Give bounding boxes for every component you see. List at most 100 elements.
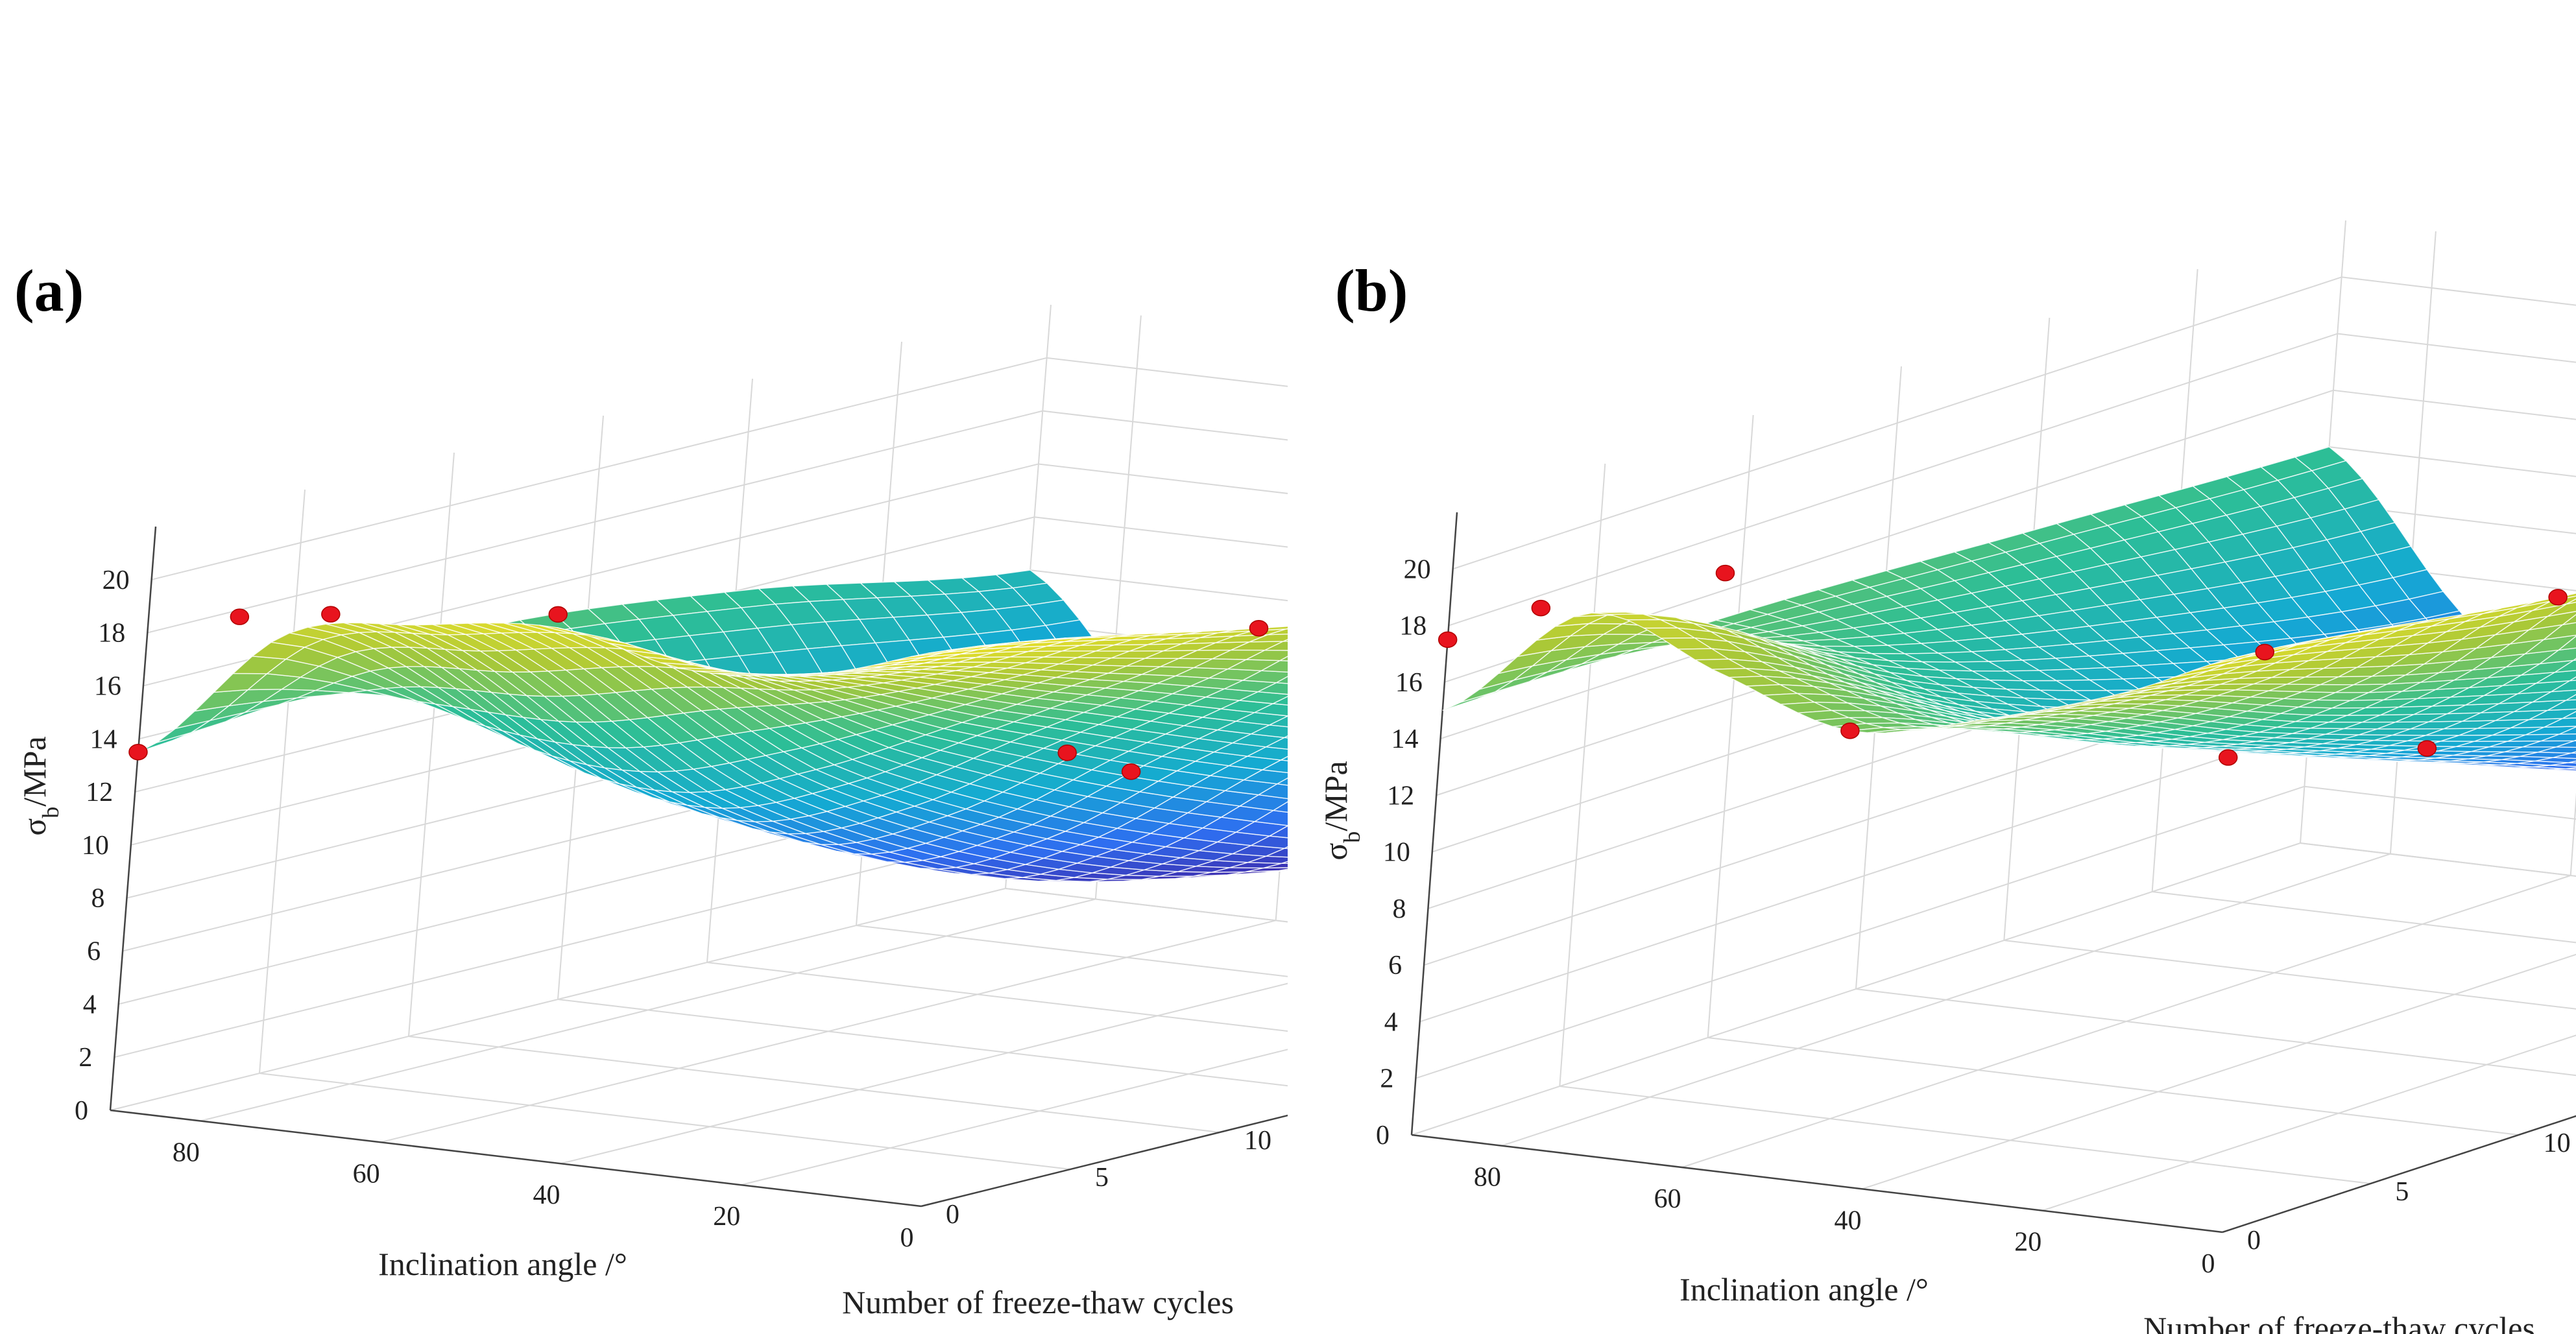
- z-grid-line-back-wall: [1030, 569, 1288, 602]
- z-tick-label: 4: [1384, 1007, 1398, 1037]
- z-grid-line-back-wall: [2333, 389, 2576, 420]
- z-axis-label: σb/MPa: [16, 736, 64, 835]
- y-grid-line-floor: [2152, 891, 2576, 944]
- x-grid-line-back-wall: [2570, 792, 2576, 876]
- x-grid-line-floor: [560, 983, 1288, 1165]
- y-grid-line-left-wall: [1707, 414, 1754, 1038]
- y-axis-label: Number of freeze-thaw cycles: [842, 1284, 1234, 1320]
- data-point: [2548, 589, 2568, 606]
- z-tick-label: 14: [1391, 724, 1419, 754]
- x-tick-label: 20: [2014, 1228, 2041, 1257]
- z-tick-label: 8: [1392, 894, 1406, 924]
- z-grid-line-back-wall: [1046, 357, 1288, 387]
- x-axis-label: Inclination angle /°: [378, 1246, 627, 1282]
- data-point: [1531, 599, 1551, 617]
- surface-plot-b: 02468101214161820806040200051015202530σb…: [1318, 220, 2576, 1334]
- y-grid-line-floor: [259, 1073, 1071, 1170]
- data-point: [2255, 643, 2274, 661]
- y-grid-line-left-wall: [1559, 463, 1606, 1087]
- y-grid-line-floor: [1559, 1086, 2371, 1184]
- z-axis-line: [109, 526, 157, 1111]
- data-point: [1057, 744, 1077, 761]
- x-axis-label: Inclination angle /°: [1679, 1271, 1929, 1307]
- x-tick-label: 20: [713, 1202, 740, 1232]
- z-axis-label: σb/MPa: [1318, 761, 1365, 860]
- x-tick-label: 60: [1654, 1184, 1681, 1214]
- y-grid-line-left-wall: [259, 489, 306, 1074]
- chart-panel-a: (a) 024681012141618208060402000510152025…: [14, 257, 1288, 1320]
- tick-labels: 02468101214161820806040200051015202530: [1376, 554, 2571, 1279]
- z-tick-label: 18: [1399, 612, 1426, 641]
- axes: [1410, 512, 2576, 1233]
- z-tick-label: 6: [87, 937, 101, 967]
- z-grid-line-back-wall: [2320, 559, 2576, 591]
- z-tick-label: 4: [83, 990, 97, 1019]
- z-tick-label: 2: [78, 1043, 92, 1073]
- z-tick-label: 16: [1395, 668, 1423, 698]
- x-tick-label: 0: [2202, 1249, 2215, 1279]
- x-grid-line-floor: [1862, 953, 2576, 1190]
- y-tick-label: 5: [2395, 1177, 2409, 1207]
- y-grid-line-floor: [557, 999, 1288, 1087]
- tick-labels: 02468101214161820806040200051015202530: [75, 566, 1271, 1253]
- y-tick-label: 0: [946, 1200, 959, 1230]
- data-point: [321, 606, 341, 623]
- y-grid-line-floor: [706, 962, 1288, 1032]
- z-grid-line-back-wall: [2337, 333, 2576, 363]
- data-point: [230, 608, 250, 625]
- z-grid-line-back-wall: [1038, 463, 1288, 494]
- y-grid-line-floor: [1855, 988, 2576, 1077]
- y-grid-line-floor: [2004, 940, 2576, 1010]
- z-grid-line-back-wall: [2304, 785, 2576, 820]
- z-tick-label: 14: [90, 724, 117, 754]
- surface-mesh: [1442, 446, 2576, 772]
- y-grid-line-floor: [1005, 888, 1288, 923]
- y-grid-line-left-wall: [408, 452, 455, 1037]
- x-tick-label: 60: [353, 1159, 380, 1189]
- data-point: [1840, 722, 1860, 739]
- data-point: [548, 606, 568, 623]
- y-grid-line-floor: [408, 1036, 1220, 1133]
- z-grid-line-back-wall: [1034, 516, 1288, 548]
- data-point: [2417, 740, 2437, 757]
- z-tick-label: 18: [98, 619, 125, 649]
- y-axis-line: [921, 1114, 1288, 1208]
- z-tick-label: 16: [94, 671, 121, 701]
- measured-points: [128, 606, 1269, 780]
- z-grid-line-back-wall: [2329, 446, 2576, 477]
- y-tick-label: 5: [1095, 1163, 1109, 1193]
- y-tick-label: 10: [1244, 1126, 1271, 1156]
- surface-patch: [2566, 694, 2576, 701]
- x-tick-label: 40: [1834, 1206, 1861, 1235]
- data-point: [2218, 749, 2238, 766]
- y-grid-line-floor: [1707, 1037, 2519, 1136]
- z-grid-line-back-wall: [2325, 503, 2576, 534]
- data-point: [1438, 631, 1458, 649]
- y-grid-line-floor: [2300, 842, 2576, 877]
- z-grid-line-back-wall: [1042, 410, 1288, 441]
- data-point: [1249, 619, 1269, 637]
- y-axis-line: [2222, 1115, 2576, 1233]
- data-point: [1715, 564, 1735, 582]
- x-axis-line: [1411, 1134, 2223, 1233]
- z-tick-label: 0: [1376, 1121, 1390, 1150]
- y-tick-label: 10: [2544, 1128, 2571, 1158]
- y-axis-label: Number of freeze-thaw cycles: [2143, 1310, 2535, 1334]
- z-grid-line-back-wall: [1005, 888, 1288, 923]
- z-tick-label: 2: [1380, 1064, 1393, 1094]
- data-point: [128, 743, 148, 761]
- x-tick-label: 40: [533, 1180, 560, 1210]
- z-tick-label: 12: [1387, 781, 1414, 811]
- z-tick-label: 6: [1388, 951, 1402, 981]
- x-tick-label: 80: [173, 1137, 200, 1167]
- x-tick-label: 80: [1474, 1163, 1501, 1193]
- surface-mesh: [138, 569, 1288, 883]
- surface-plot-a: 02468101214161820806040200051015202530σb…: [16, 304, 1288, 1320]
- measured-points: [1438, 564, 2568, 766]
- panel-label-b: (b): [1335, 257, 1408, 324]
- x-grid-line-floor: [740, 1049, 1288, 1186]
- panel-label-a: (a): [14, 257, 84, 324]
- data-point: [1121, 763, 1141, 780]
- z-tick-label: 0: [75, 1096, 88, 1126]
- x-axis-line: [110, 1109, 922, 1208]
